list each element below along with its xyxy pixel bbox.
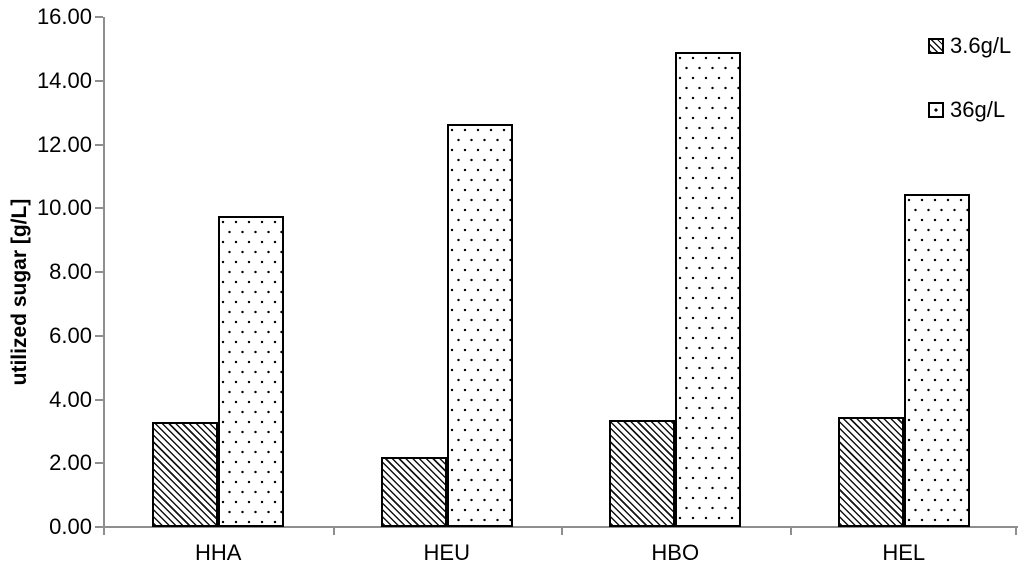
- x-tick-mark: [789, 527, 792, 535]
- y-tick-mark: [95, 207, 103, 210]
- legend-entry-3-6gl: 3.6g/L: [928, 33, 1012, 58]
- y-tick-label: 10.00: [36, 195, 92, 221]
- bar-hha-3-6g-l: [152, 422, 219, 527]
- y-tick-label: 14.00: [36, 67, 92, 93]
- x-axis-line: [95, 526, 1018, 528]
- bar-hel-3-6g-l: [837, 417, 904, 527]
- bar-hha-36g-l: [218, 216, 285, 527]
- x-category-label: HEU: [423, 540, 470, 565]
- y-tick-label: 8.00: [49, 259, 92, 284]
- bar-hel-36g-l: [903, 194, 970, 527]
- dot-pattern-swatch-icon: [928, 102, 944, 118]
- legend-label: 36g/L: [950, 97, 1006, 122]
- x-tick-mark: [1015, 527, 1017, 535]
- y-tick-label: 4.00: [49, 386, 92, 412]
- bar-heu-36g-l: [446, 124, 513, 527]
- y-tick-label: 6.00: [49, 322, 92, 348]
- legend-label: 3.6g/L: [950, 33, 1012, 58]
- bar-hbo-36g-l: [675, 52, 742, 527]
- y-tick-mark: [95, 398, 103, 401]
- bar-hbo-3-6g-l: [609, 420, 676, 527]
- y-tick-mark: [95, 79, 103, 82]
- y-axis-line: [103, 17, 105, 535]
- y-tick-label: 2.00: [49, 450, 92, 476]
- y-axis-title: utilized sugar [g/L]: [8, 198, 31, 386]
- x-category-label: HBO: [651, 540, 700, 565]
- hatch-pattern-swatch-icon: [928, 38, 944, 54]
- bar-heu-3-6g-l: [380, 457, 447, 527]
- x-category-label: HEL: [882, 540, 926, 565]
- y-tick-mark: [95, 16, 103, 18]
- y-tick-mark: [95, 526, 103, 528]
- x-tick-mark: [561, 527, 563, 535]
- y-tick-mark: [95, 143, 103, 146]
- y-tick-label: 0.00: [49, 514, 92, 539]
- x-tick-mark: [332, 527, 335, 535]
- y-tick-mark: [95, 271, 103, 273]
- y-tick-label: 16.00: [36, 4, 92, 29]
- y-tick-label: 12.00: [36, 131, 92, 157]
- x-category-label: HHA: [195, 540, 242, 565]
- legend-entry-36gl: 36g/L: [928, 97, 1006, 122]
- y-tick-mark: [95, 334, 103, 337]
- y-tick-mark: [95, 462, 103, 465]
